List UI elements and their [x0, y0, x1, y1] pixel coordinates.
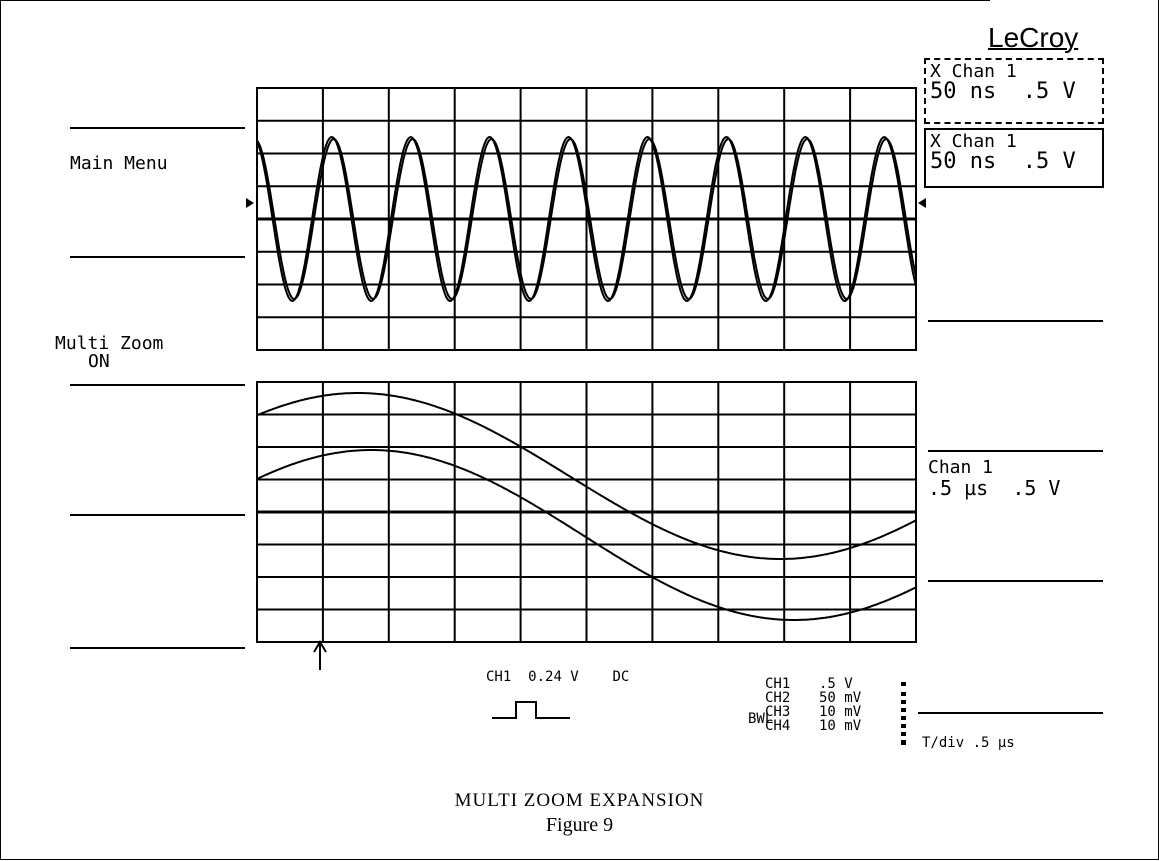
trace-label-chan1-timebase: .5 µs: [928, 476, 988, 500]
trace-label-chan1-title: Chan 1: [928, 458, 1060, 478]
channel-row: CH3 10 mV: [765, 705, 861, 719]
trigger-edge-icon: [490, 698, 580, 722]
menu-divider-3: [70, 384, 245, 386]
right-divider-2: [928, 450, 1103, 452]
trace-label-chan1[interactable]: Chan 1 .5 µs .5 V: [928, 458, 1060, 498]
figure-title: MULTI ZOOM EXPANSION: [0, 790, 1159, 812]
trace-panel-top-volts: .5 V: [1023, 79, 1076, 104]
figure-number: Figure 9: [0, 814, 1159, 837]
trace-panel-middle-volts: .5 V: [1023, 149, 1076, 174]
right-divider-1: [928, 320, 1103, 322]
trace-panel-top-timebase: 50 ns: [930, 79, 996, 104]
menu-divider-4: [70, 514, 245, 516]
trace-label-chan1-volts: .5 V: [1012, 476, 1060, 500]
channel-settings-table: CH1.5 V CH2 50 mV CH3 10 mV CH4 10 mV: [765, 677, 861, 733]
channel-row: CH1.5 V: [765, 677, 861, 691]
trigger-readout: CH1 0.24 V DC: [486, 670, 629, 684]
menu-divider-5: [70, 647, 245, 649]
multi-zoom-state: ON: [88, 352, 110, 372]
memory-bar-icon: [900, 680, 908, 750]
zoom-trace-display: [244, 86, 928, 354]
right-divider-4: [918, 712, 1103, 714]
ground-marker-right: [918, 198, 926, 208]
timebase-readout: T/div .5 µs: [922, 736, 1015, 750]
trace-panel-middle-timebase: 50 ns: [930, 149, 996, 174]
channel-row: CH4 10 mV: [765, 719, 861, 733]
trigger-coupling: DC: [612, 669, 629, 685]
ground-marker-left: [246, 198, 254, 208]
lecroy-logo: LeCroy: [988, 22, 1078, 54]
menu-divider-1: [70, 127, 245, 129]
trigger-channel: CH1: [486, 669, 511, 685]
trigger-level: 0.24 V: [528, 669, 579, 685]
trigger-arrow-icon[interactable]: [314, 642, 326, 670]
main-trace-display: [244, 380, 928, 690]
main-menu-button[interactable]: Main Menu: [70, 154, 168, 174]
menu-divider-2: [70, 256, 245, 258]
trace-panel-top[interactable]: X Chan 1 50 ns .5 V: [924, 58, 1104, 124]
frame-top-border: [0, 0, 990, 1]
zoom-graticule: [257, 88, 916, 350]
main-graticule: [257, 382, 916, 642]
right-divider-3: [928, 580, 1103, 582]
channel-row: CH2 50 mV: [765, 691, 861, 705]
trace-panel-middle[interactable]: X Chan 1 50 ns .5 V: [924, 128, 1104, 188]
